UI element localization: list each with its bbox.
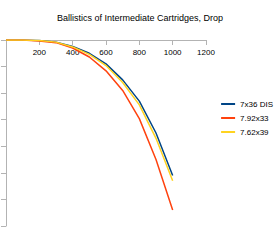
svg-text:400: 400	[66, 47, 80, 57]
svg-text:1000: 1000	[164, 48, 182, 57]
svg-text:1200: 1200	[197, 48, 215, 57]
svg-text:Ballistics of Intermediate Car: Ballistics of Intermediate Cartridges, D…	[57, 13, 223, 23]
svg-text:600: 600	[99, 48, 113, 57]
svg-text:7.92x33: 7.92x33	[240, 114, 269, 123]
svg-text:200: 200	[33, 48, 47, 57]
svg-text:7.62x39: 7.62x39	[240, 128, 269, 137]
svg-text:7x36 DIS: 7x36 DIS	[240, 100, 273, 109]
svg-text:800: 800	[133, 48, 147, 57]
